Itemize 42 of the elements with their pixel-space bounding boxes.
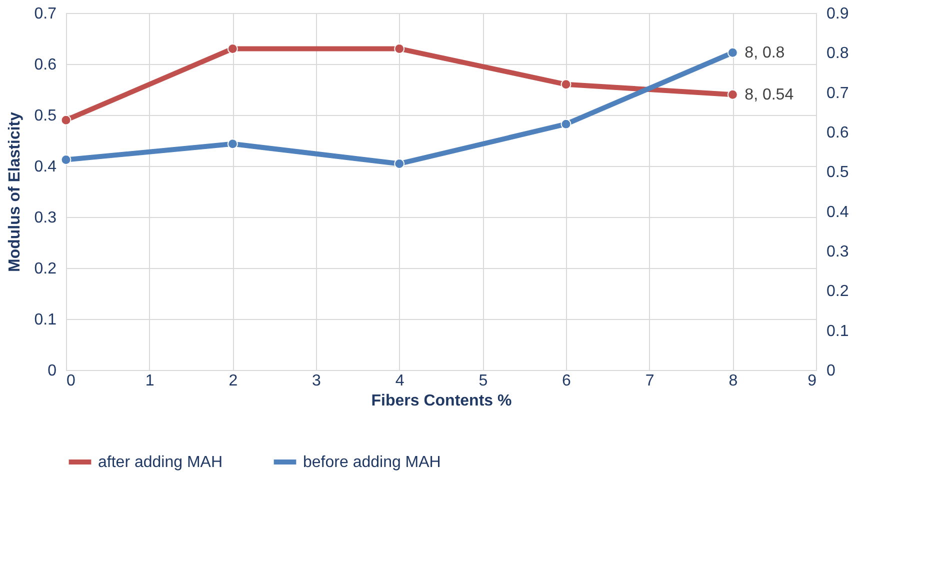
x-tick-label: 0 <box>66 372 76 390</box>
point <box>394 43 405 54</box>
x-tick-label: 4 <box>395 372 404 390</box>
y-tick-label: 0.6 <box>34 56 57 74</box>
x-tick-label: 8 <box>728 372 738 390</box>
point <box>60 154 72 165</box>
data-label: 8, 0.8 <box>744 44 785 62</box>
point <box>60 114 72 126</box>
point <box>227 138 238 150</box>
y-tick-label: 0.1 <box>34 312 57 328</box>
point <box>394 158 405 169</box>
x-tick-label: 5 <box>478 372 488 390</box>
y-tick-label: 0.4 <box>34 158 57 176</box>
point <box>227 43 238 54</box>
point <box>560 118 572 130</box>
y2-tick-label: 0.3 <box>826 244 849 260</box>
data-label: 8, 0.54 <box>744 86 794 104</box>
y-tick-label: 0.2 <box>34 260 57 278</box>
legend-label: before adding MAH <box>303 454 441 471</box>
y2-tick-label: 0.7 <box>826 84 849 102</box>
legend-label: after adding MAH <box>98 454 223 471</box>
x-axis-title: Fibers Contents % <box>371 392 512 410</box>
x-tick-label: 7 <box>645 372 654 390</box>
y-axis-title: Modulus of Elasticity <box>6 112 24 272</box>
point <box>560 79 572 90</box>
x-tick-label: 9 <box>808 372 817 390</box>
y-tick-label: 0.5 <box>34 108 57 124</box>
y2-tick-label: 0.1 <box>826 322 849 340</box>
y2-tick-label: 0.2 <box>826 283 849 300</box>
y2-tick-label: 0.5 <box>826 164 849 182</box>
y2-tick-label: 0.4 <box>826 204 849 221</box>
point <box>727 89 738 100</box>
x-tick-label: 1 <box>145 372 154 390</box>
point <box>727 47 738 58</box>
y2-tick-label: 0.8 <box>826 45 849 62</box>
y2-tick-label: 0.6 <box>826 124 849 142</box>
x-tick-label: 6 <box>562 372 572 390</box>
x-tick-label: 2 <box>228 372 238 390</box>
y2-tick-label: 0.9 <box>826 6 849 22</box>
y-tick-label: 0.7 <box>34 6 57 22</box>
x-tick-label: 3 <box>312 372 322 390</box>
y-tick-label: 0.3 <box>34 210 57 226</box>
